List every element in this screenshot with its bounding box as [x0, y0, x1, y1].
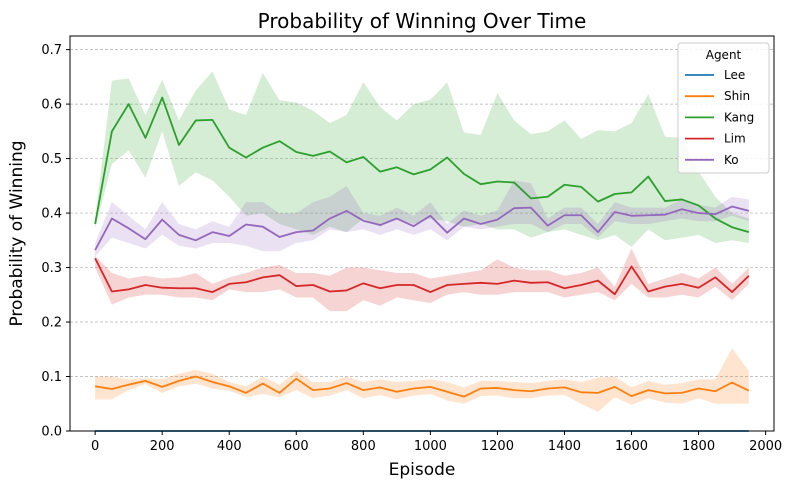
y-tick-label: 0.3 — [41, 261, 62, 276]
band-shin — [95, 348, 749, 412]
legend: Agent Lee Shin Kang Lim Ko — [677, 42, 770, 174]
band-lim — [95, 248, 749, 312]
y-tick-label: 0.2 — [41, 316, 62, 331]
series-line-lim — [94, 257, 750, 296]
axes: 0.0 0.1 0.2 0.3 0.4 0.5 0.6 0.7 0 200 400 600 800 100… — [41, 43, 782, 454]
legend-title: Agent — [706, 48, 742, 62]
gridlines — [70, 49, 774, 432]
x-tick-label: 1000 — [414, 439, 447, 454]
x-tick-label: 1400 — [548, 439, 581, 454]
band-kang — [95, 71, 749, 247]
x-tick-label: 600 — [284, 439, 309, 454]
legend-label: Shin — [724, 89, 750, 103]
x-axis-title: Episode — [389, 460, 456, 480]
x-tick-label: 1800 — [682, 439, 715, 454]
y-axis-title: Probability of Winning — [7, 140, 27, 326]
y-tick-label: 0.0 — [41, 425, 62, 440]
x-tick-label: 2000 — [749, 439, 782, 454]
series-line-kang — [94, 96, 750, 234]
y-tick-label: 0.7 — [41, 43, 62, 58]
x-tick-label: 0 — [91, 439, 99, 454]
x-tick-label: 800 — [351, 439, 376, 454]
legend-label: Lee — [724, 68, 745, 82]
legend-items: Lee Shin Kang Lim Ko — [685, 68, 754, 167]
y-tick-label: 0.6 — [41, 98, 62, 113]
x-tick-label: 200 — [150, 439, 175, 454]
chart-title: Probability of Winning Over Time — [258, 9, 587, 33]
y-tick-label: 0.4 — [41, 207, 62, 222]
y-tick-label: 0.5 — [41, 152, 62, 167]
legend-label: Lim — [724, 132, 746, 146]
series-line-ko — [94, 205, 750, 251]
legend-label: Kang — [724, 110, 754, 124]
x-tick-label: 1200 — [481, 439, 514, 454]
confidence-bands — [95, 71, 749, 412]
x-tick-label: 400 — [217, 439, 242, 454]
y-tick-label: 0.1 — [41, 370, 62, 385]
x-tick-label: 1600 — [615, 439, 648, 454]
legend-label: Ko — [724, 153, 739, 167]
series-line-shin — [94, 375, 750, 398]
band-ko — [95, 180, 749, 257]
plot-frame — [69, 35, 775, 432]
